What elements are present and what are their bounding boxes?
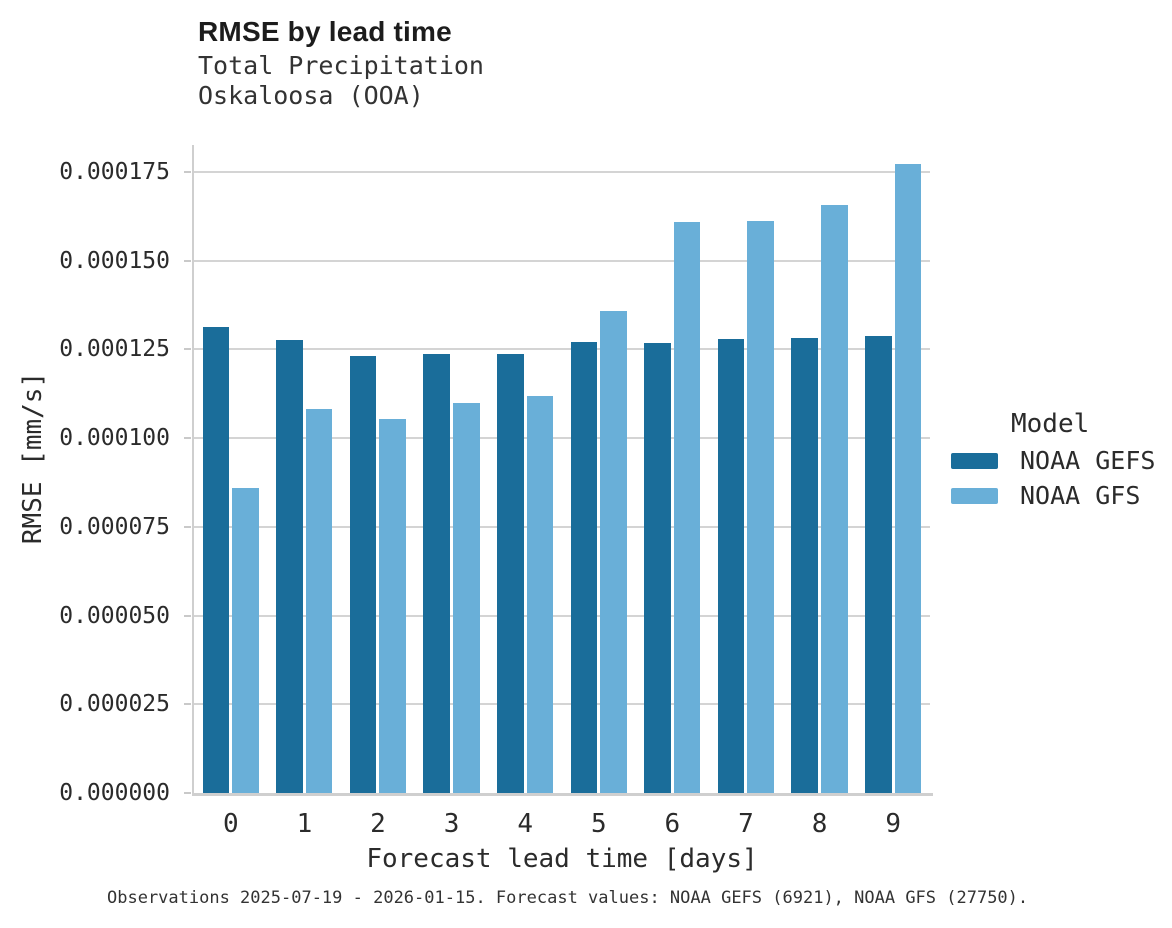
bar-noaa-gefs-lead-9	[865, 336, 892, 793]
chart-title: RMSE by lead time	[198, 16, 452, 47]
bar-noaa-gfs-lead-9	[894, 163, 922, 793]
bars-row: 0 1 2 3 4 5 6 7 8 9	[194, 145, 930, 838]
chart-subtitle-station: Oskaloosa (OOA)	[198, 81, 424, 110]
y-tick-mark-0.000100	[184, 437, 191, 440]
bar-noaa-gefs-lead-1	[276, 339, 303, 793]
x-tick-label-8: 8	[811, 809, 828, 839]
x-tick-label-3: 3	[443, 809, 460, 839]
legend-title: Model	[1011, 409, 1090, 439]
legend-label-noaa-gfs: NOAA GFS	[1020, 481, 1141, 510]
bar-noaa-gefs-lead-0	[202, 326, 230, 793]
y-axis-label: RMSE [mm/s]	[18, 371, 48, 545]
gridline-0.000100	[194, 437, 930, 440]
x-tick-label-9: 9	[885, 809, 901, 839]
bar-group-lead-9: 9	[856, 145, 930, 838]
y-tick-label-0.000075: 0.000075	[59, 513, 170, 540]
bar-noaa-gefs-lead-5	[570, 341, 598, 793]
x-tick-label-5: 5	[590, 809, 607, 839]
bar-noaa-gfs-lead-8	[821, 204, 848, 793]
y-tick-label-0.000125: 0.000125	[59, 336, 170, 363]
plot-area: 0 1 2 3 4 5 6 7 8 9	[194, 145, 930, 838]
x-tick-label-2: 2	[370, 809, 386, 839]
y-tick-mark-0.000050	[184, 614, 191, 617]
gridline-0.000125	[194, 348, 930, 351]
bar-noaa-gfs-lead-5	[600, 311, 627, 793]
y-tick-mark-0.000000	[184, 792, 191, 794]
bar-noaa-gefs-lead-3	[423, 354, 451, 793]
chart-subtitle-variable: Total Precipitation	[198, 51, 484, 80]
bar-group-lead-0: 0	[194, 145, 268, 838]
legend-swatch-noaa-gfs	[951, 487, 998, 504]
gridline-0.000050	[194, 614, 930, 617]
y-tick-mark-0.000150	[184, 259, 191, 262]
y-tick-mark-0.000075	[184, 525, 191, 528]
x-tick-label-6: 6	[664, 809, 681, 839]
bar-noaa-gefs-lead-6	[644, 343, 671, 793]
y-tick-label-0.000025: 0.000025	[59, 691, 170, 718]
y-tick-label-0.000100: 0.000100	[59, 425, 170, 452]
gridline-0.000175	[194, 171, 930, 174]
legend-entry-noaa-gefs: NOAA GEFS	[951, 448, 1166, 473]
bar-group-lead-1: 1	[268, 145, 342, 838]
y-tick-label-0.000000: 0.000000	[59, 780, 170, 806]
bar-noaa-gfs-lead-6	[673, 222, 701, 793]
footer-caption: Observations 2025-07-19 - 2026-01-15. Fo…	[107, 888, 1029, 908]
bar-noaa-gfs-lead-1	[305, 409, 333, 793]
x-axis-label: Forecast lead time [days]	[366, 844, 758, 874]
bar-noaa-gefs-lead-2	[349, 355, 377, 793]
bar-noaa-gefs-lead-4	[497, 354, 524, 793]
x-tick-label-0: 0	[222, 809, 239, 839]
y-tick-mark-0.000175	[184, 171, 191, 174]
y-tick-label-0.000150: 0.000150	[59, 247, 170, 274]
x-axis-spine	[192, 793, 933, 796]
bar-noaa-gefs-lead-8	[791, 338, 819, 793]
x-tick-label-4: 4	[517, 809, 533, 839]
gridline-0.000150	[194, 259, 930, 262]
x-tick-label-1: 1	[296, 809, 313, 839]
y-tick-label-0.000175: 0.000175	[59, 159, 170, 186]
bar-group-lead-4: 4	[488, 145, 562, 838]
bar-noaa-gfs-lead-0	[232, 487, 259, 793]
bar-noaa-gfs-lead-7	[747, 220, 775, 793]
y-tick-mark-0.000025	[184, 703, 191, 706]
y-tick-mark-0.000125	[184, 348, 191, 351]
x-tick-label-7: 7	[738, 809, 754, 839]
bar-noaa-gefs-lead-7	[717, 338, 745, 793]
bar-noaa-gfs-lead-4	[526, 395, 554, 793]
bar-group-lead-8: 8	[783, 145, 857, 838]
legend-label-noaa-gefs: NOAA GEFS	[1020, 446, 1156, 475]
bar-group-lead-3: 3	[415, 145, 489, 838]
gridline-0.000025	[194, 703, 930, 706]
bar-group-lead-5: 5	[562, 145, 636, 838]
legend-entry-noaa-gfs: NOAA GFS	[951, 483, 1166, 508]
y-axis-spine	[192, 145, 194, 796]
legend: Model NOAA GEFS NOAA GFS	[951, 410, 1166, 508]
bar-group-lead-2: 2	[341, 145, 415, 838]
legend-swatch-noaa-gefs	[951, 452, 998, 469]
bar-group-lead-7: 7	[709, 145, 783, 838]
y-tick-label-0.000050: 0.000050	[59, 602, 170, 629]
bar-noaa-gfs-lead-3	[453, 403, 480, 793]
gridline-0.000075	[194, 525, 930, 528]
bar-noaa-gfs-lead-2	[379, 419, 407, 793]
bar-group-lead-6: 6	[636, 145, 710, 838]
